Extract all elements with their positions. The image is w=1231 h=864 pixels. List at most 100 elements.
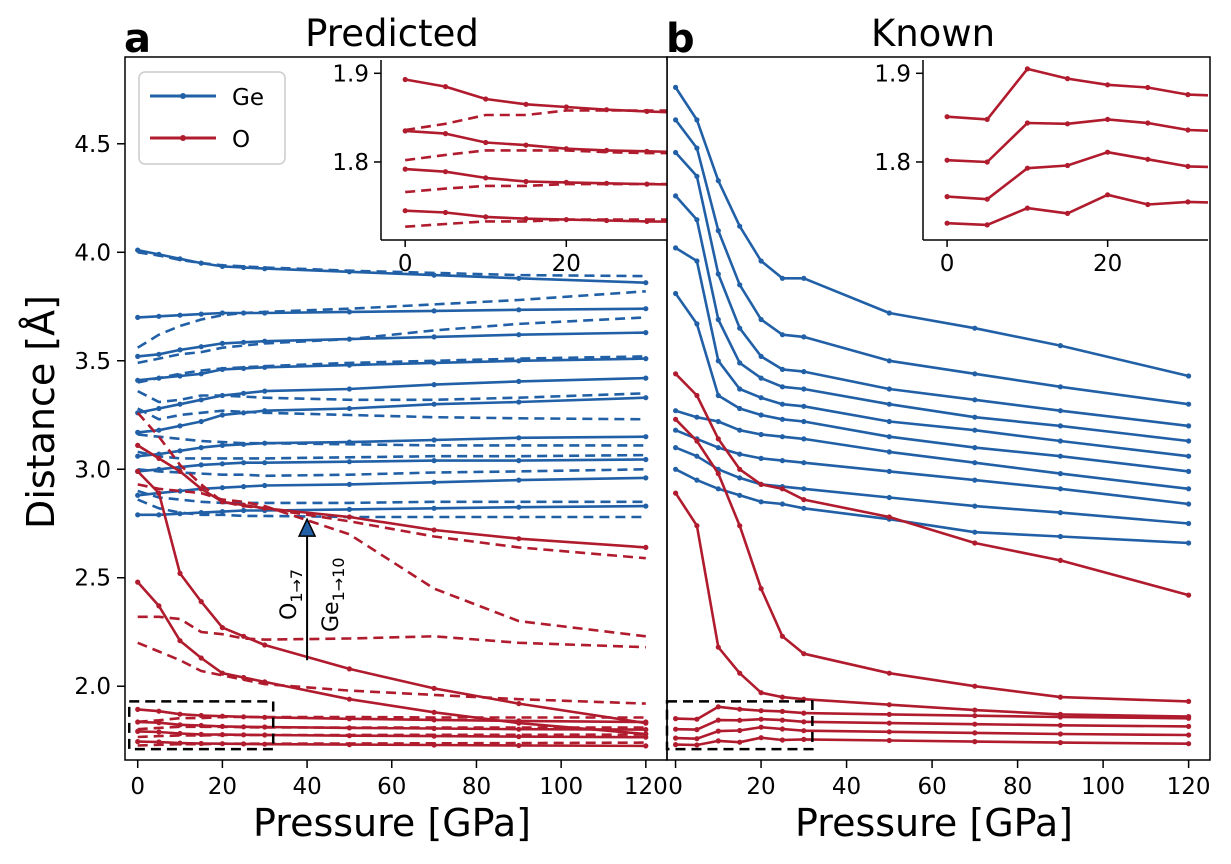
panel-a-point-o [347, 666, 352, 671]
panel-a-point-ge [241, 508, 246, 513]
panel-b-point-o [673, 491, 678, 496]
panel-b-point-o [694, 523, 699, 528]
panel-a-point-ge [432, 480, 437, 485]
panel-b-xtick-label: 20 [746, 774, 775, 800]
panel-b-point-ge [673, 291, 678, 296]
panel-b-point-ge [673, 408, 678, 413]
inset-a-point-o [403, 208, 408, 213]
inset-a-point-o [403, 77, 408, 82]
panel-b-point-ge [694, 258, 699, 263]
panel-b-point-ge [801, 369, 806, 374]
panel-a-point-o [516, 734, 521, 739]
inset-a-point-o [443, 169, 448, 174]
panel-b-point-o [1058, 558, 1063, 563]
panel-b-point-ge [716, 317, 721, 322]
panel-a-point-ge [220, 485, 225, 490]
panel-b-point-o [887, 738, 892, 743]
panel-a-point-o [643, 743, 648, 748]
panel-a-point-ge [199, 397, 204, 402]
panel-b-point-ge [673, 193, 678, 198]
panel-a-ytick-label: 2.0 [74, 674, 111, 700]
panel-a-ytick-label: 2.5 [74, 566, 111, 592]
panel-b-letter: b [666, 16, 695, 62]
panel-b-point-ge [737, 493, 742, 498]
panel-b-point-o [1058, 714, 1063, 719]
panel-b-point-o [737, 707, 742, 712]
legend-o-marker [180, 135, 186, 141]
panel-a-point-ge [516, 332, 521, 337]
panel-b-point-o [716, 436, 721, 441]
panel-b-point-ge [1058, 423, 1063, 428]
inset-a-point-o [523, 102, 528, 107]
panel-b-point-ge [887, 449, 892, 454]
inset-b-xtick-label: 20 [1093, 251, 1122, 277]
inset-a-point-o [483, 96, 488, 101]
panel-b-xtick-label: 40 [832, 774, 861, 800]
panel-a-point-o [347, 514, 352, 519]
panel-a-point-ge [220, 412, 225, 417]
panel-b-point-ge [801, 276, 806, 281]
panel-b-point-ge [737, 326, 742, 331]
panel-b-point-o [1186, 593, 1191, 598]
panel-b-point-ge [759, 412, 764, 417]
panel-a-point-o [177, 638, 182, 643]
panel-b-point-o [737, 718, 742, 723]
panel-a-ytick-label: 4.0 [74, 240, 111, 266]
panel-a-series-ge-solid-2 [138, 333, 646, 357]
panel-b-point-ge [737, 452, 742, 457]
panel-b-point-o [694, 438, 699, 443]
panel-a-point-ge [199, 344, 204, 349]
inset-b-point-o [1185, 127, 1190, 132]
inset-a-point-o [483, 175, 488, 180]
panel-a-point-o [177, 571, 182, 576]
inset-b-ytick-label: 1.8 [874, 150, 911, 176]
panel-a-point-ge [241, 410, 246, 415]
legend-o-label: O [232, 127, 250, 153]
inset-b-point-o [1105, 117, 1110, 122]
panel-b-point-ge [887, 434, 892, 439]
panel-a-point-o [643, 545, 648, 550]
panel-b-point-o [780, 737, 785, 742]
panel-b-point-o [737, 671, 742, 676]
panel-b-point-ge [972, 326, 977, 331]
panel-a-series-o-dashed-30 [138, 617, 646, 647]
panel-a-xlabel: Pressure [GPa] [253, 801, 531, 845]
panel-b-point-o [801, 728, 806, 733]
panel-b-point-ge [887, 495, 892, 500]
panel-a-series-ge-dashed-18 [138, 469, 646, 476]
panel-b-point-o [1058, 723, 1063, 728]
panel-a-point-o [347, 697, 352, 702]
panel-b-point-ge [694, 217, 699, 222]
panel-b-point-o [780, 709, 785, 714]
panel-a-point-ge [135, 454, 140, 459]
inset-a-ytick-label: 1.9 [332, 61, 369, 87]
panel-a-point-ge [643, 376, 648, 381]
panel-a-point-ge [516, 478, 521, 483]
panel-a-point-o [156, 456, 161, 461]
panel-b-point-o [780, 695, 785, 700]
panel-b-point-o [716, 645, 721, 650]
panel-a-point-ge [643, 306, 648, 311]
panel-b-point-o [673, 417, 678, 422]
panel-a-title: Predicted [305, 12, 479, 55]
inset-b-point-o [1025, 66, 1030, 71]
panel-b-point-o [887, 729, 892, 734]
panel-a-series-ge-solid-9 [138, 506, 646, 515]
panel-a-point-ge [177, 402, 182, 407]
inset-b-point-o [945, 158, 950, 163]
panel-b-point-o [694, 736, 699, 741]
panel-a-point-ge [220, 461, 225, 466]
panel-b-point-o [780, 726, 785, 731]
panel-b-point-ge [780, 402, 785, 407]
panel-b-point-ge [801, 419, 806, 424]
inset-a-point-o [564, 104, 569, 109]
panel-a-point-ge [516, 505, 521, 510]
panel-b-point-o [801, 737, 806, 742]
panel-a-point-ge [220, 509, 225, 514]
panel-b-point-ge [780, 276, 785, 281]
inset-b-point-o [985, 117, 990, 122]
panel-b-point-ge [887, 310, 892, 315]
inset-a-ytick-label: 1.8 [332, 150, 369, 176]
panel-b-point-ge [801, 386, 806, 391]
